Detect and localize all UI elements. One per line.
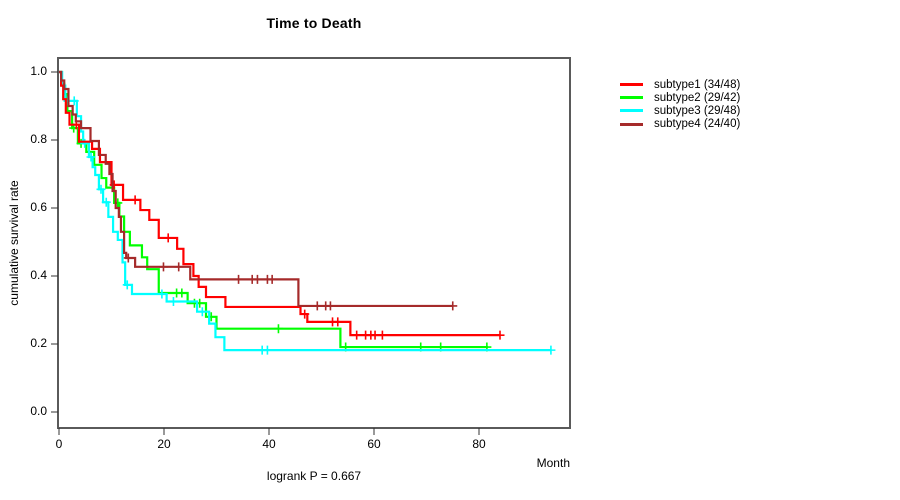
y-tick-label: 0.4 (30, 268, 47, 282)
legend-line-swatch (620, 83, 643, 87)
legend-item: subtype3 (29/48) (620, 104, 740, 117)
x-tick-label: 60 (367, 437, 381, 451)
legend-label: subtype1 (34/48) (654, 78, 741, 91)
logrank-annotation: logrank P = 0.667 (266, 469, 362, 483)
legend-line-swatch (620, 96, 643, 100)
censor-marks (63, 96, 556, 355)
survival-curve (59, 70, 453, 308)
survival-curve (59, 70, 551, 352)
y-tick-label: 0.6 (30, 200, 47, 214)
y-tick-label: 1.0 (30, 64, 47, 78)
x-tick-label: 0 (55, 437, 63, 451)
legend-item: subtype1 (34/48) (620, 78, 740, 91)
chart-title: Time to Death (266, 15, 362, 31)
censor-marks (123, 253, 458, 311)
x-axis-title: Month (536, 456, 570, 470)
legend-label: subtype4 (24/40) (654, 118, 741, 131)
legend-label: subtype3 (29/48) (654, 104, 741, 117)
x-tick-label: 40 (262, 437, 276, 451)
legend-label: subtype2 (29/42) (654, 91, 741, 104)
x-tick-label: 80 (472, 437, 486, 451)
legend-item: subtype4 (24/40) (620, 118, 740, 131)
censor-marks (71, 120, 505, 340)
plot-border (57, 57, 571, 429)
y-tick-label: 0.0 (30, 404, 47, 418)
censor-marks (69, 123, 492, 352)
x-tick-label: 20 (157, 437, 171, 451)
survival-curve (59, 70, 500, 337)
y-tick-label: 0.8 (30, 132, 47, 146)
legend-line-swatch (620, 122, 643, 126)
legend-line-swatch (620, 109, 643, 113)
legend: subtype1 (34/48) subtype2 (29/42) subtyp… (620, 78, 740, 131)
y-tick-label: 0.2 (30, 336, 47, 350)
legend-item: subtype2 (29/42) (620, 91, 740, 104)
